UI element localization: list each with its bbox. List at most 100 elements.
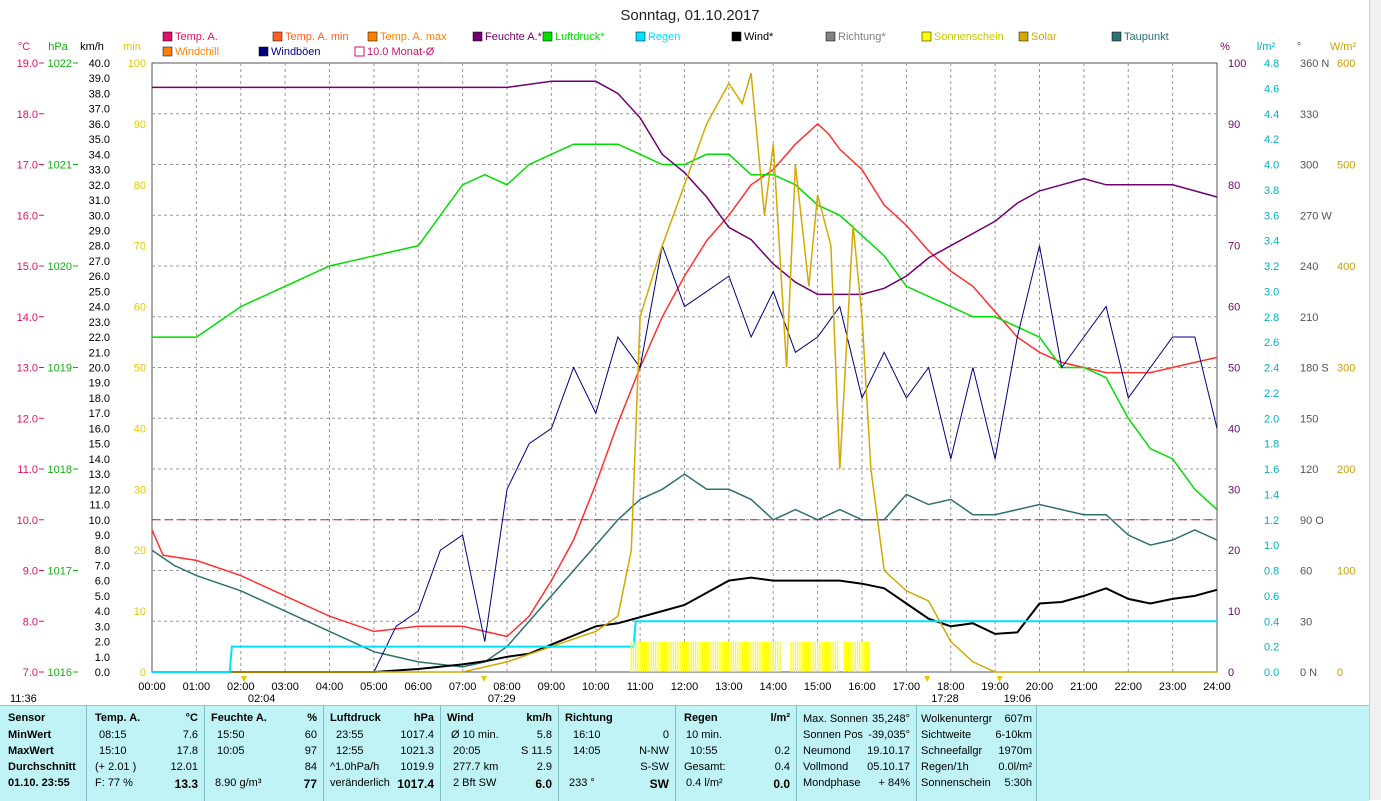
wind-tick-label: 21.0	[89, 347, 110, 359]
direction-now: SW	[649, 777, 669, 791]
wind-r1-label: Ø 10 min.	[451, 729, 499, 741]
sun-r1-label: Max. Sonnen	[803, 713, 868, 725]
legend-sonnenschein-swatch	[921, 31, 932, 42]
rain-title: Regen	[684, 712, 718, 724]
pressure-max: 1021.3	[400, 745, 434, 757]
stats-direction-column: Richtung 16:10 0 14:05 N-NW S-SW 233 ° S…	[559, 706, 676, 801]
sun-r4-label: Vollmond	[803, 761, 849, 773]
wind-tick-label: 20.0	[89, 363, 110, 375]
solar-tick-label: 500	[1337, 160, 1355, 172]
sun-r2-label: Sonnen Pos	[803, 729, 863, 741]
legend-temp-a-min-label: Temp. A. min	[285, 31, 349, 43]
wind-tick-label: 32.0	[89, 180, 110, 192]
wind-tick-label: 1.0	[95, 652, 110, 664]
x-tick-label: 16:00	[848, 681, 876, 693]
x-tick-label: 07:00	[449, 681, 477, 693]
rain-tick-label: 3.8	[1264, 185, 1279, 197]
extra-r2: 6-10km	[995, 729, 1032, 741]
x-tick-label: 00:00	[138, 681, 166, 693]
axis-unit-solar: W/m²	[1330, 41, 1357, 53]
wind-tick-label: 38.0	[89, 88, 110, 100]
legend-wind-label: Wind*	[744, 31, 774, 43]
pressure-trend: ^1.0hPa/h	[330, 761, 380, 773]
legend-luftdruck-label: Luftdruck*	[555, 31, 605, 43]
extra-r5: 5:30h	[1004, 777, 1032, 789]
legend-windchill-label: Windchill	[175, 46, 219, 58]
solar-tick-label: 100	[1337, 566, 1355, 578]
humidity-absolute: 8.90 g/m³	[215, 777, 262, 789]
legend-richtung-swatch	[825, 31, 836, 42]
x-tick-label: 06:00	[404, 681, 432, 693]
solar-tick-label: 600	[1337, 58, 1355, 70]
wind-tick-label: 0.0	[95, 667, 110, 679]
x-tick-label: 04:00	[316, 681, 344, 693]
legend-luftdruck-swatch	[542, 31, 553, 42]
x-tick-label: 20:00	[1026, 681, 1054, 693]
rain-tick-label: 3.4	[1264, 236, 1279, 248]
legend-windb-en-swatch	[258, 46, 269, 57]
pressure-now: 1017.4	[397, 777, 434, 791]
temp-tick-label: 17.0	[17, 160, 38, 172]
humidity-tick-label: 30	[1228, 484, 1240, 496]
marker-arrow	[240, 676, 247, 682]
extra-r4-label: Regen/1h	[921, 761, 969, 773]
rain-r1-label: 10 min.	[686, 729, 723, 741]
marker-label: 07:29	[488, 693, 516, 705]
legend-temp-a-label: Temp. A.	[175, 31, 218, 43]
wind-tick-label: 12.0	[89, 484, 110, 496]
extra-r1-label: Wolkenuntergr	[921, 713, 993, 725]
humidity-max-time: 10:05	[217, 745, 245, 757]
legend-feuchte-a-swatch	[472, 31, 483, 42]
x-axis: 00:00 01:00 02:00 03:00 04:00 05:00 06:00 07:00…	[10, 681, 1231, 705]
direction-tick-label: 120	[1300, 464, 1318, 476]
humidity-tick-label: 0	[1228, 667, 1234, 679]
pressure-tick-label: 1021	[48, 160, 72, 172]
wind-tick-label: 23.0	[89, 317, 110, 329]
direction-tick-label: 240	[1300, 261, 1318, 273]
pressure-tick-label: 1019	[48, 363, 72, 375]
rain-tick-label: 1.0	[1264, 540, 1279, 552]
wind-tick-label: 8.0	[95, 545, 110, 557]
wind-tick-label: 10.0	[89, 515, 110, 527]
stats-rain-column: Regen l/m² 10 min. 10:55 0.2 Gesamt: 0.4…	[676, 706, 797, 801]
pressure-title: Luftdruck	[330, 712, 381, 724]
legend-regen-swatch	[635, 31, 646, 42]
pressure-unit: hPa	[413, 712, 434, 724]
temp-max: 17.8	[176, 745, 198, 757]
rain-now: 0.0	[773, 777, 790, 791]
wind-tick-label: 19.0	[89, 378, 110, 390]
wind-unit: km/h	[526, 712, 552, 724]
sun-r2: -39,035°	[868, 729, 910, 741]
marker-arrow	[480, 676, 487, 682]
rain-tick-label: 2.0	[1264, 413, 1279, 425]
solar-tick-label: 200	[1337, 464, 1355, 476]
temp-tick-label: 19.0	[17, 58, 38, 70]
axis-unit-humidity: %	[1220, 41, 1230, 53]
humidity-tick-label: 70	[1228, 241, 1240, 253]
temp-tick-label: 14.0	[17, 312, 38, 324]
rain-tick-label: 1.2	[1264, 515, 1279, 527]
temp-tick-label: 9.0	[23, 566, 38, 578]
sunshine-tick-label: 100	[128, 58, 146, 70]
wind-tick-label: 24.0	[89, 302, 110, 314]
rain-tick-label: 3.2	[1264, 261, 1279, 273]
pressure-min: 1017.4	[400, 729, 434, 741]
wind-tick-label: 37.0	[89, 104, 110, 116]
vertical-scrollbar[interactable]	[1369, 0, 1381, 800]
legend-temp-a-max-label: Temp. A. max	[380, 31, 447, 43]
humidity-tick-label: 60	[1228, 302, 1240, 314]
marker-label: 19:06	[1004, 693, 1032, 705]
stats-sensor-column: Sensor MinWert MaxWert Durchschnitt 01.1…	[0, 706, 87, 801]
legend-taupunkt-swatch	[1111, 31, 1122, 42]
x-tick-label: 13:00	[715, 681, 743, 693]
humidity-tick-label: 40	[1228, 423, 1240, 435]
axis-unit-direction: °	[1297, 41, 1301, 53]
sunshine-tick-label: 30	[134, 484, 146, 496]
wind-r3: 2.9	[536, 761, 552, 773]
direction-tick-label: 210	[1300, 312, 1318, 324]
humidity-title: Feuchte A.	[211, 712, 267, 724]
legend-sonnenschein-label: Sonnenschein	[934, 31, 1004, 43]
wind-tick-label: 25.0	[89, 286, 110, 298]
legend-windb-en-label: Windböen	[271, 46, 321, 58]
axis-unit-temp: °C	[18, 41, 30, 53]
